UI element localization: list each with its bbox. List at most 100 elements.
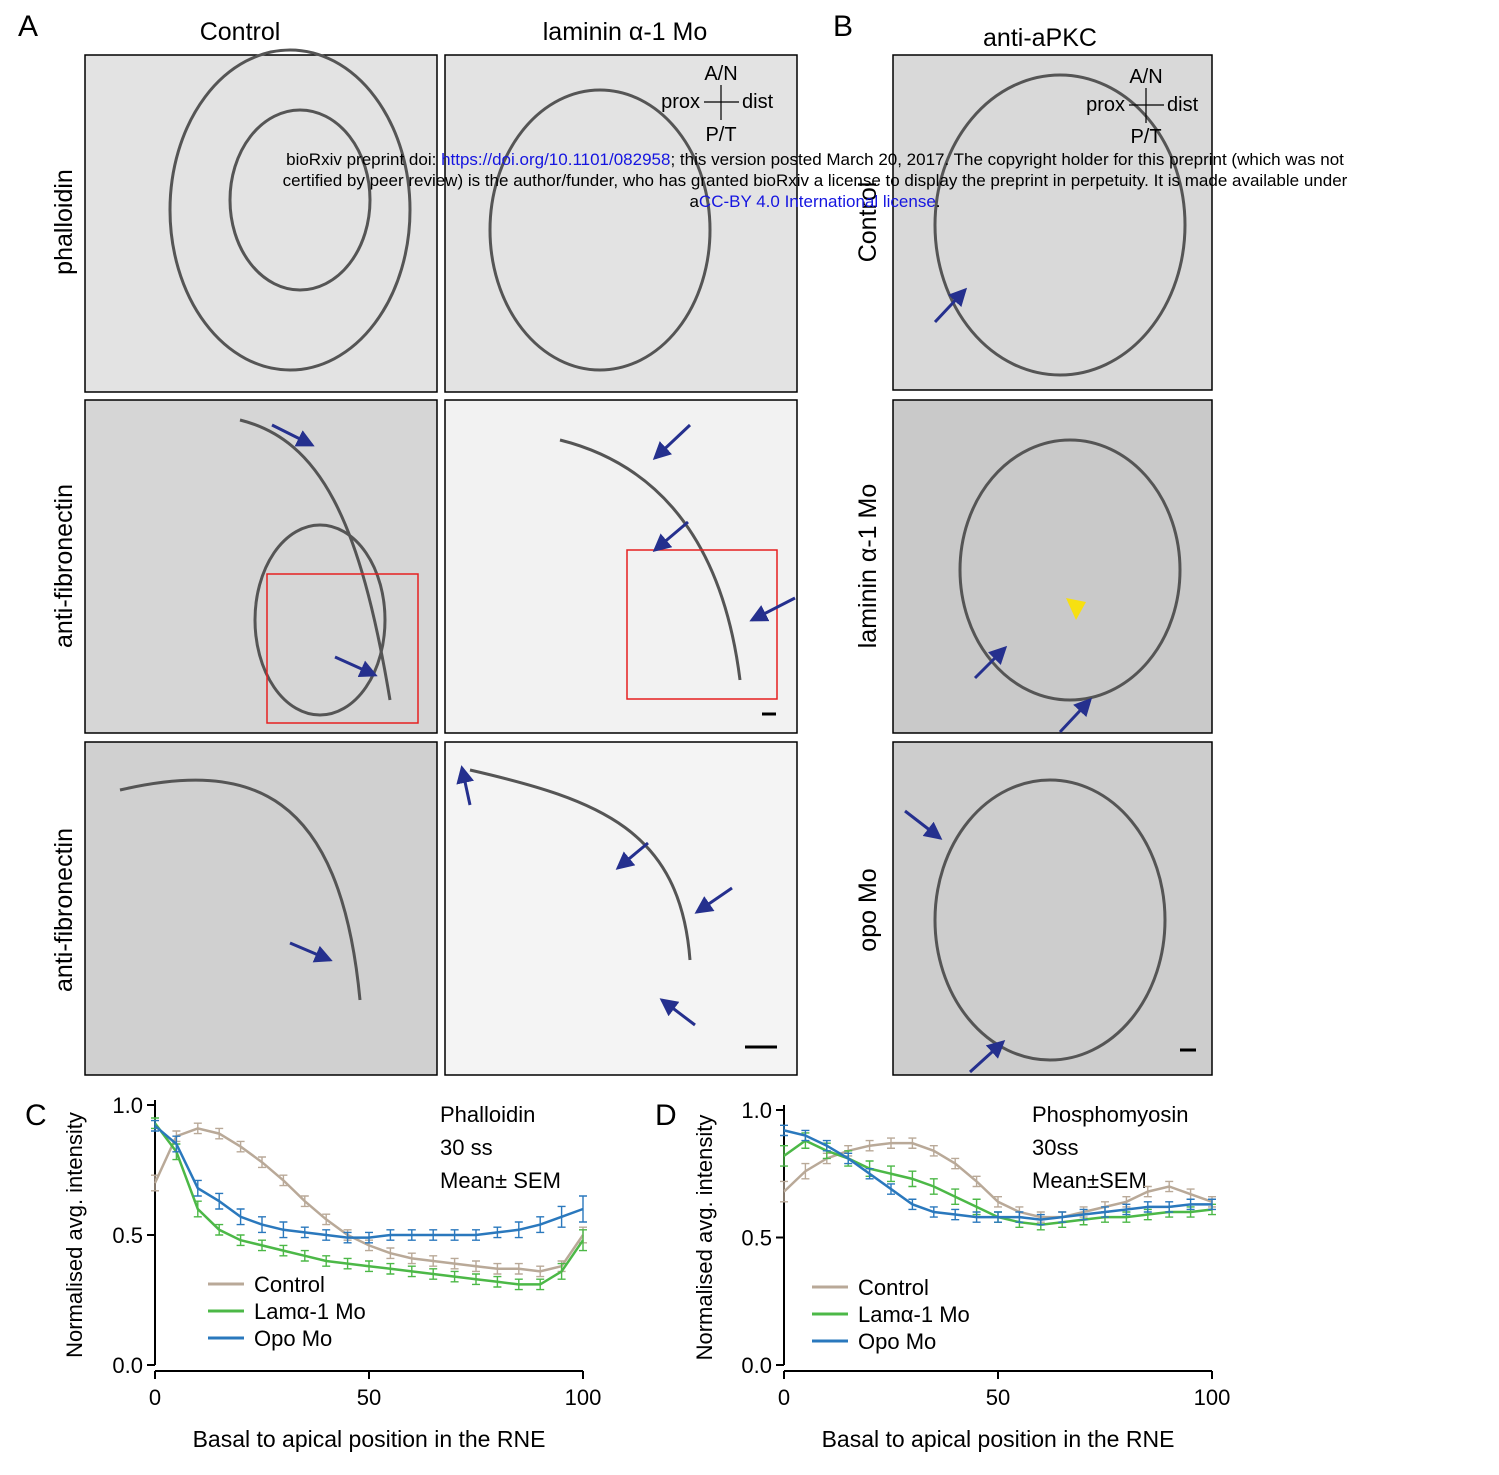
orientation-label: A/N xyxy=(704,63,737,85)
axis-cross xyxy=(704,85,739,120)
x-tick-label: 50 xyxy=(986,1385,1010,1410)
y-tick-label: 0.5 xyxy=(741,1226,772,1251)
y-tick-label: 0.0 xyxy=(112,1353,143,1378)
y-axis-title: Normalised avg. intensity xyxy=(62,1112,87,1358)
x-tick-label: 0 xyxy=(778,1385,790,1410)
arrow xyxy=(615,841,649,870)
zoom-box xyxy=(266,573,419,724)
series-line xyxy=(153,1127,585,1273)
orientation-label: dist xyxy=(742,91,774,113)
notice-line: certified by peer review) is the author/… xyxy=(283,171,1348,190)
orientation: A/N prox dist P/T A/N prox dist P/T xyxy=(661,63,1198,148)
x-tick-label: 100 xyxy=(565,1385,602,1410)
column-header: Control xyxy=(200,18,281,46)
x-axis-title: Basal to apical position in the RNE xyxy=(193,1426,546,1452)
annotation: Phalloidin xyxy=(440,1102,535,1127)
license-link[interactable]: CC-BY 4.0 International license xyxy=(699,192,936,211)
tissue-outline xyxy=(119,778,362,1001)
column-header: anti-aPKC xyxy=(983,24,1097,52)
notice-text: bioRxiv preprint doi: xyxy=(286,150,441,169)
annotation: Mean±SEM xyxy=(1032,1168,1147,1193)
tissue-outline xyxy=(168,48,412,372)
arrow xyxy=(271,423,315,447)
notice-text: ; this version posted March 20, 2017. Th… xyxy=(670,150,1344,169)
arrow xyxy=(659,998,696,1027)
arrow xyxy=(973,645,1008,680)
preprint-notice: bioRxiv preprint doi: https://doi.org/10… xyxy=(283,150,1348,211)
arrow xyxy=(904,809,943,840)
arrow xyxy=(933,287,968,324)
row-label: phalloidin xyxy=(50,169,78,275)
annotation: 30 ss xyxy=(440,1135,493,1160)
image xyxy=(892,399,1213,734)
arrow xyxy=(652,423,692,461)
annotation: Mean± SEM xyxy=(440,1168,561,1193)
row-label: laminin α-1 Mo xyxy=(854,484,882,649)
series-line xyxy=(154,1124,584,1239)
orientation-label: P/T xyxy=(705,124,736,146)
panel-label: D xyxy=(655,1099,677,1132)
annotation: Phosphomyosin xyxy=(1032,1102,1189,1127)
legend-label: Lamα-1 Mo xyxy=(858,1302,970,1327)
error-bar xyxy=(780,1180,788,1203)
x-axis-title: Basal to apical position in the RNE xyxy=(822,1426,1175,1452)
tissue-outline xyxy=(253,523,387,717)
legend-label: Lamα-1 Mo xyxy=(254,1299,366,1324)
image xyxy=(892,54,1213,391)
y-tick-label: 1.0 xyxy=(741,1098,772,1123)
notice-text: . xyxy=(936,192,941,211)
panel-label: C xyxy=(25,1099,47,1132)
column-header: laminin α-1 Mo xyxy=(543,18,708,46)
panel-label: B xyxy=(833,10,853,43)
tissue-outline xyxy=(933,73,1187,377)
tissue-outline xyxy=(933,778,1167,1062)
image xyxy=(84,399,438,734)
chart: C 0.0 0.5 1.0 0 50 100 Basal to apical position… xyxy=(25,1093,601,1452)
arrowhead-marker xyxy=(1066,598,1086,620)
zoom-box xyxy=(626,549,778,700)
row-label: Control xyxy=(854,182,882,263)
tissue-outline xyxy=(559,438,742,681)
arrow xyxy=(749,596,796,622)
y-axis-title: Normalised avg. intensity xyxy=(692,1115,717,1361)
x-tick-label: 100 xyxy=(1194,1385,1231,1410)
arrow xyxy=(1058,697,1093,734)
image xyxy=(444,399,798,734)
axis-cross xyxy=(1129,88,1164,123)
image xyxy=(84,54,438,393)
arrow xyxy=(456,765,474,806)
notice-line: bioRxiv preprint doi: https://doi.org/10… xyxy=(286,150,1344,169)
series-line xyxy=(783,1129,1212,1221)
legend-label: Control xyxy=(254,1272,325,1297)
arrow xyxy=(694,886,733,914)
tissue-outline xyxy=(469,768,692,961)
legend-label: Opo Mo xyxy=(858,1329,936,1354)
orientation-label: dist xyxy=(1167,94,1199,116)
panel-label: A xyxy=(18,10,38,43)
image xyxy=(444,54,798,393)
image xyxy=(84,741,438,1076)
doi-link[interactable]: https://doi.org/10.1101/082958 xyxy=(441,150,670,169)
chart: D 0.0 0.5 1.0 0 50 100 Basal to apical position… xyxy=(655,1098,1230,1452)
image xyxy=(892,741,1213,1076)
image xyxy=(444,741,798,1076)
tissue-outline xyxy=(488,88,712,372)
orientation-label: prox xyxy=(1086,94,1125,116)
y-tick-label: 0.0 xyxy=(741,1353,772,1378)
row-label: opo Mo xyxy=(854,868,882,951)
arrow xyxy=(652,520,689,552)
x-tick-label: 50 xyxy=(357,1385,381,1410)
arrow xyxy=(289,941,333,963)
series-line xyxy=(783,1141,1213,1219)
legend-label: Opo Mo xyxy=(254,1326,332,1351)
tissue-outline xyxy=(228,108,372,292)
tissue-outline xyxy=(958,438,1182,702)
tissue-outline xyxy=(239,418,392,701)
micrographs xyxy=(84,48,1213,1076)
y-tick-label: 0.5 xyxy=(112,1223,143,1248)
x-tick-label: 0 xyxy=(149,1385,161,1410)
orientation-label: A/N xyxy=(1129,66,1162,88)
row-label: anti-fibronectin xyxy=(50,484,78,648)
orientation-label: prox xyxy=(661,91,700,113)
series-line xyxy=(153,1122,585,1286)
